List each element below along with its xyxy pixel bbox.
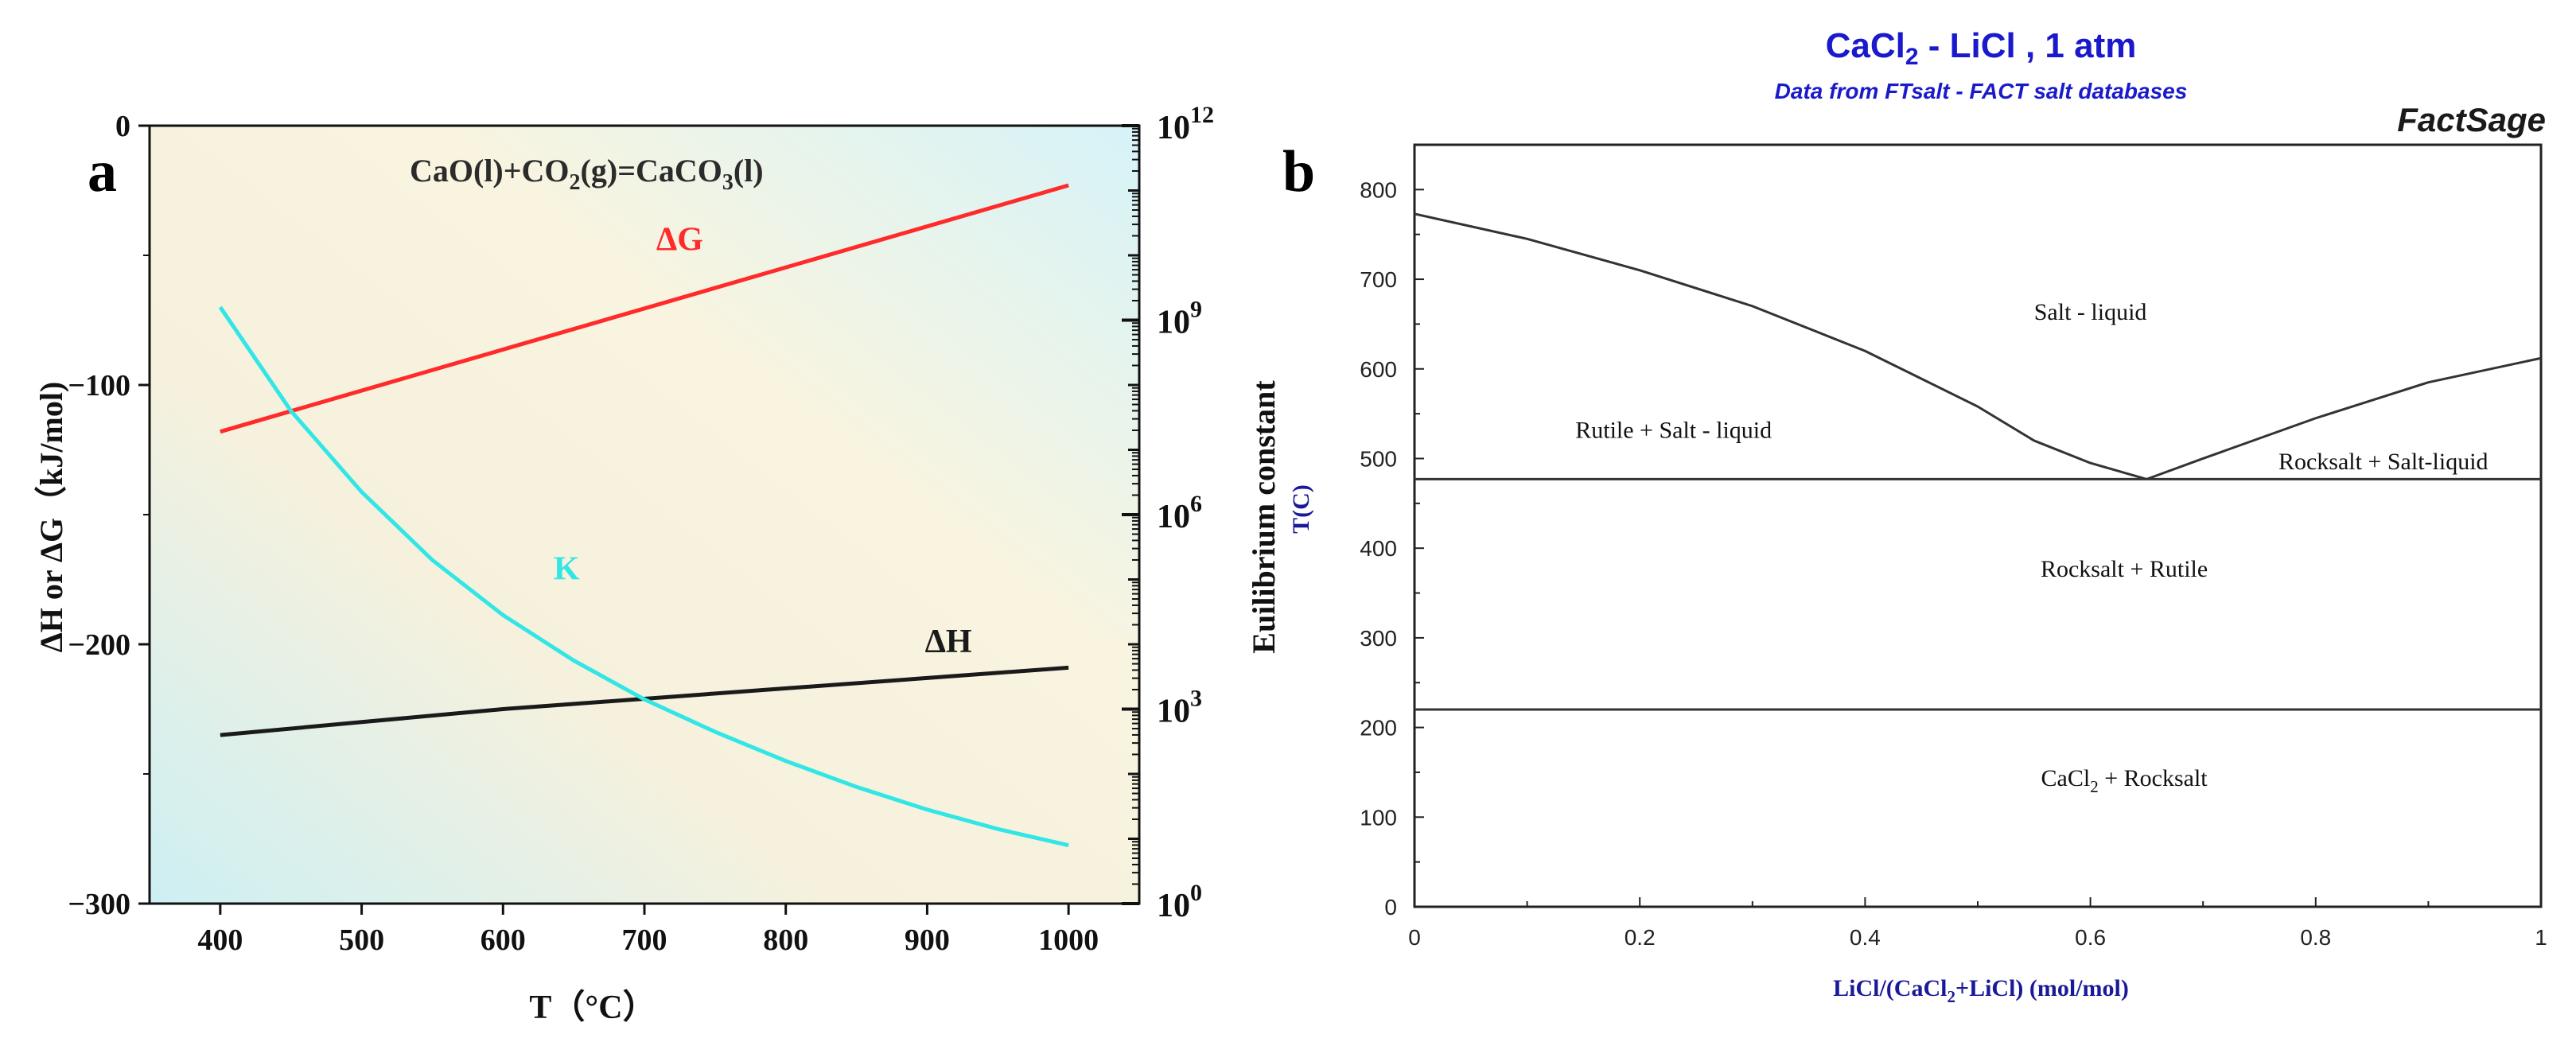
y-tick-label: −300	[68, 888, 130, 921]
reaction-part-3: (l)	[733, 153, 764, 189]
y-tick-label: 0	[115, 110, 130, 143]
y-tick-label: 600	[1360, 357, 1397, 382]
annotation-k: K	[554, 551, 580, 588]
region-rocksalt-rutile: Rocksalt + Rutile	[2041, 556, 2208, 582]
x-tick-label: 0.8	[2300, 925, 2331, 950]
reaction-sub-2: 3	[722, 170, 733, 195]
annotation-delta-h: ΔH	[925, 624, 972, 660]
y-tick-label: −100	[68, 369, 130, 402]
panel-b-chart: CaCl2 - LiCl , 1 atm Data from FTsalt - …	[1282, 26, 2547, 1006]
y-tick-label: 100	[1360, 805, 1397, 830]
x-tick-label: 0.6	[2075, 925, 2106, 950]
panel-b-y-axis-label: T(C)	[1288, 484, 1314, 534]
y2-tick-label: 103	[1157, 686, 1202, 730]
panel-b-frame	[1413, 143, 2543, 908]
y-tick-label: 800	[1360, 177, 1397, 202]
y-tick-label: 400	[1360, 536, 1397, 561]
y-tick-label: 0	[1384, 895, 1397, 920]
y2-tick-label: 109	[1157, 297, 1202, 341]
panel-b-label: b	[1282, 139, 1315, 204]
x-tick-label: 500	[339, 923, 384, 957]
series-delta-g-line	[220, 183, 1069, 434]
x-tick-label: 1	[2535, 925, 2547, 950]
y2-tick-label: 100	[1157, 880, 1202, 924]
x-tick-label: 800	[763, 923, 808, 957]
x-tick-label: 600	[481, 923, 526, 957]
region-rocksalt-salt-liquid: Rocksalt + Salt-liquid	[2278, 449, 2488, 475]
reaction-part-1: CaO(l)+CO	[410, 153, 570, 189]
phase-line-liquidus-right	[2146, 356, 2542, 480]
panel-a-chart: 400 500 600 700 800 900 1000 0 −100 −200 −300 100…	[33, 102, 1282, 1026]
panel-b-phase-lines	[1414, 212, 2542, 711]
panel-a-title: CaO(l)+CO2(g)=CaCO3(l)	[410, 153, 764, 195]
xlabel-sub: 2	[1947, 987, 1955, 1006]
y-tick-label: 700	[1360, 267, 1397, 292]
title-part-2: - LiCl , 1 atm	[1919, 26, 2137, 65]
panel-a-y2-ticks: 100 103 106 109 1012	[1122, 102, 1214, 924]
panel-b-y-ticks: 0 100 200 300 400 500 600 700 800	[1360, 177, 1424, 920]
reaction-sub-1: 2	[570, 170, 581, 195]
x-tick-label: 700	[622, 923, 667, 957]
region-sub: 2	[2090, 777, 2099, 796]
xlabel-part-1: LiCl/(CaCl	[1833, 975, 1947, 1001]
title-part-1: CaCl	[1826, 26, 1905, 65]
x-tick-label: 900	[905, 923, 950, 957]
panel-a-y2-axis-label: Euilibrium constant	[1246, 380, 1282, 654]
panel-a-label: a	[88, 139, 117, 204]
panel-b-x-axis-label: LiCl/(CaCl2+LiCl) (mol/mol)	[1833, 975, 2129, 1006]
region-rutile-salt-liquid: Rutile + Salt - liquid	[1575, 418, 1772, 444]
reaction-part-2: (g)=CaCO	[581, 153, 722, 189]
x-tick-label: 1000	[1038, 923, 1099, 957]
x-tick-label: 0.2	[1625, 925, 1656, 950]
panel-b-title: CaCl2 - LiCl , 1 atm	[1826, 26, 2137, 70]
panel-b-x-ticks: 0 0.2 0.4 0.6 0.8 1	[1408, 897, 2547, 950]
region-part-2: + Rocksalt	[2099, 765, 2208, 791]
panel-b-subtitle: Data from FTsalt - FACT salt databases	[1775, 79, 2188, 103]
region-salt-liquid: Salt - liquid	[2034, 299, 2147, 325]
annotation-delta-g: ΔG	[656, 221, 703, 258]
panel-a-series	[218, 183, 1069, 848]
y2-tick-label: 106	[1157, 491, 1202, 535]
factsage-brand: FactSage	[2397, 101, 2546, 138]
x-tick-label: 0	[1408, 925, 1421, 950]
y-tick-label: −200	[68, 628, 130, 662]
y2-tick-label: 1012	[1157, 102, 1214, 146]
y-tick-label: 200	[1360, 716, 1397, 741]
x-tick-label: 400	[197, 923, 243, 957]
panel-a-y-ticks: 0 −100 −200 −300	[68, 110, 150, 921]
y-tick-label: 300	[1360, 626, 1397, 651]
panel-a-x-ticks: 400 500 600 700 800 900 1000	[197, 904, 1099, 957]
x-tick-label: 0.4	[1850, 925, 1881, 950]
title-sub: 2	[1905, 44, 1919, 70]
region-part-1: CaCl	[2041, 765, 2091, 791]
xlabel-part-2: +LiCl) (mol/mol)	[1955, 975, 2129, 1001]
y-tick-label: 500	[1360, 446, 1397, 471]
series-k-line	[218, 305, 1069, 848]
panel-a-plot-area	[150, 126, 1139, 904]
phase-line-liquidus-left	[1414, 212, 2147, 480]
panel-a-x-axis-label: T（°C）	[529, 989, 656, 1026]
panel-a-y-axis-label: ΔH or ΔG（kJ/mol)	[33, 382, 69, 653]
region-cacl2-rocksalt: CaCl2 + Rocksalt	[2041, 765, 2208, 796]
